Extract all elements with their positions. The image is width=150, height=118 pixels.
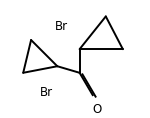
Text: Br: Br [55,20,68,33]
Text: Br: Br [40,86,53,99]
Text: O: O [92,103,101,116]
